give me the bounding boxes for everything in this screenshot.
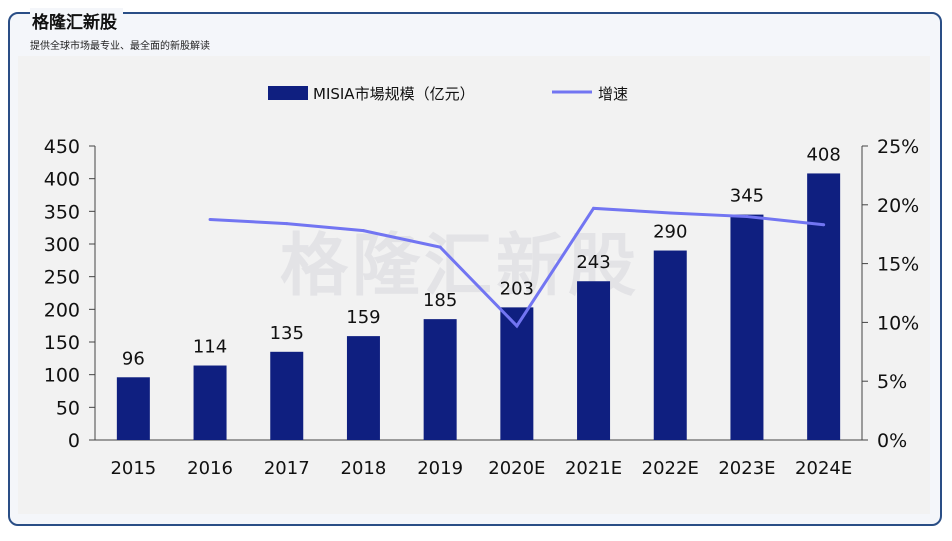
growth-point bbox=[438, 245, 442, 249]
bar-value-label: 185 bbox=[423, 290, 457, 311]
bar-value-label: 96 bbox=[122, 348, 145, 369]
x-tick-label: 2017 bbox=[264, 458, 310, 479]
bar-value-label: 114 bbox=[193, 337, 227, 358]
bar-value-label: 290 bbox=[653, 222, 687, 243]
right-tick-label: 0% bbox=[877, 430, 907, 452]
axes: 0 50 100 150 200 250 300 350 400 450 0% 5% 10% 15% 20%… bbox=[44, 136, 920, 479]
growth-point bbox=[361, 229, 365, 233]
x-tick-label: 2019 bbox=[417, 458, 463, 479]
left-tick-label: 0 bbox=[68, 430, 80, 452]
growth-point bbox=[668, 211, 672, 215]
left-tick-label: 250 bbox=[44, 267, 80, 289]
legend-bar-label: MISIA市場规模（亿元） bbox=[313, 85, 475, 103]
bar bbox=[423, 319, 457, 440]
bar bbox=[730, 214, 764, 440]
bar bbox=[807, 173, 841, 440]
x-tick-label: 2021E bbox=[565, 458, 622, 479]
bar-value-label: 203 bbox=[500, 278, 534, 299]
growth-point bbox=[285, 222, 289, 226]
brand-title: 格隆汇新股 bbox=[30, 8, 123, 33]
right-tick-label: 20% bbox=[877, 195, 919, 217]
growth-point bbox=[745, 215, 749, 219]
bar bbox=[653, 250, 687, 440]
x-tick-label: 2018 bbox=[341, 458, 387, 479]
growth-point bbox=[822, 223, 826, 227]
left-tick-label: 350 bbox=[44, 201, 80, 223]
left-tick-label: 450 bbox=[44, 136, 80, 158]
bar bbox=[500, 307, 534, 440]
x-tick-label: 2020E bbox=[488, 458, 545, 479]
left-tick-label: 300 bbox=[44, 234, 80, 256]
x-tick-label: 2022E bbox=[642, 458, 699, 479]
bar-value-label: 159 bbox=[346, 307, 380, 328]
bar-value-label: 408 bbox=[806, 144, 840, 165]
right-tick-label: 25% bbox=[877, 136, 919, 158]
x-tick-label: 2024E bbox=[795, 458, 852, 479]
left-tick-label: 400 bbox=[44, 169, 80, 191]
bar-value-label: 243 bbox=[576, 252, 610, 273]
left-tick-label: 100 bbox=[44, 365, 80, 387]
right-tick-label: 5% bbox=[877, 371, 907, 393]
x-tick-label: 2016 bbox=[187, 458, 233, 479]
right-tick-label: 15% bbox=[877, 254, 919, 276]
left-tick-label: 150 bbox=[44, 332, 80, 354]
growth-line bbox=[208, 206, 826, 329]
right-tick-label: 10% bbox=[877, 312, 919, 334]
bar-value-label: 135 bbox=[270, 323, 304, 344]
brand-subtitle: 提供全球市场最专业、最全面的新股解读 bbox=[30, 41, 210, 52]
bar bbox=[193, 365, 227, 440]
growth-point bbox=[515, 324, 519, 328]
bar bbox=[116, 377, 150, 440]
bar-value-label: 345 bbox=[730, 186, 764, 207]
legend: MISIA市場规模（亿元） 增速 bbox=[268, 85, 628, 103]
chart-panel bbox=[18, 56, 930, 514]
left-tick-label: 200 bbox=[44, 299, 80, 321]
x-tick-label: 2023E bbox=[718, 458, 775, 479]
growth-point bbox=[592, 206, 596, 210]
legend-line-label: 增速 bbox=[598, 85, 628, 103]
x-tick-label: 2015 bbox=[110, 458, 156, 479]
left-tick-label: 50 bbox=[56, 397, 80, 419]
bar bbox=[346, 336, 380, 440]
bars: 96 114 135 159 185 203 243 290 345 408 bbox=[116, 144, 841, 440]
legend-bar-swatch bbox=[268, 86, 308, 100]
bar bbox=[577, 281, 611, 440]
bar bbox=[270, 351, 304, 440]
growth-point bbox=[208, 218, 212, 221]
